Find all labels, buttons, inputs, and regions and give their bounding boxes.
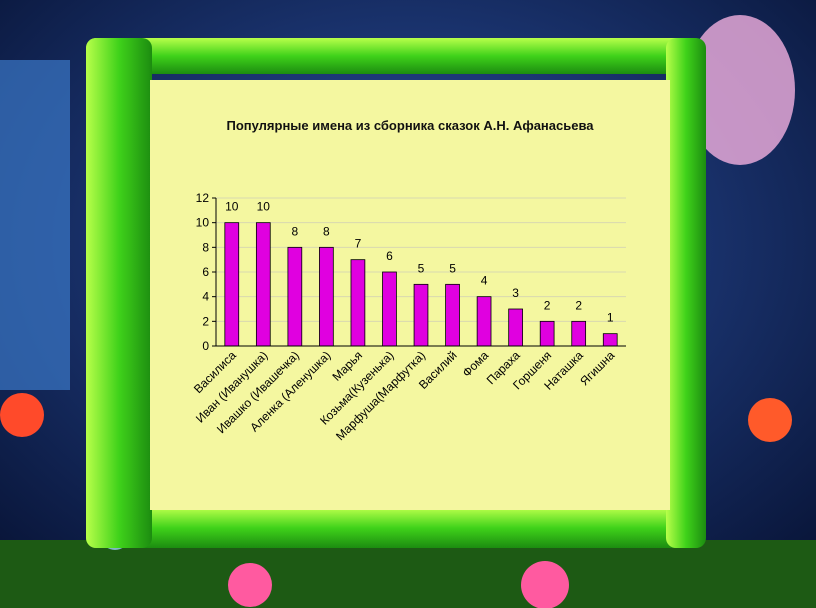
data-label: 7 (355, 237, 362, 251)
y-tick-label: 0 (202, 339, 209, 353)
bar (350, 259, 366, 347)
bar (382, 271, 397, 347)
data-label: 5 (449, 261, 456, 275)
chart-title: Популярные имена из сборника сказок А.Н.… (226, 118, 594, 133)
flower (748, 398, 792, 442)
bar (319, 246, 334, 347)
house (0, 60, 70, 390)
bar (224, 222, 240, 347)
flower (0, 393, 44, 437)
y-tick-label: 10 (196, 216, 210, 230)
frame-bottom (86, 508, 704, 548)
bar (508, 308, 523, 347)
data-label: 6 (386, 249, 393, 263)
frame-left (86, 38, 152, 548)
bar (255, 222, 271, 347)
fairy (685, 15, 795, 165)
bar (413, 283, 429, 347)
bar (476, 296, 492, 347)
grass (0, 540, 816, 608)
data-label: 2 (544, 298, 551, 312)
bar (539, 320, 555, 347)
data-label: 8 (292, 224, 299, 238)
bar (602, 333, 618, 347)
data-label: 10 (257, 200, 271, 214)
y-tick-label: 4 (202, 290, 209, 304)
data-label: 2 (575, 298, 582, 312)
data-label: 5 (418, 261, 425, 275)
bar (287, 246, 303, 347)
frame-top (86, 38, 704, 74)
y-tick-label: 2 (202, 314, 209, 328)
bar (571, 320, 587, 347)
frame-right (666, 38, 706, 548)
data-label: 8 (323, 224, 330, 238)
data-label: 4 (481, 274, 488, 288)
bar (445, 283, 460, 347)
data-label: 3 (512, 286, 519, 300)
flower (521, 561, 569, 608)
y-tick-label: 8 (202, 240, 209, 254)
y-tick-label: 12 (196, 191, 210, 205)
data-label: 1 (607, 311, 614, 325)
y-tick-label: 6 (202, 265, 209, 279)
flower (228, 563, 272, 607)
data-label: 10 (225, 200, 239, 214)
